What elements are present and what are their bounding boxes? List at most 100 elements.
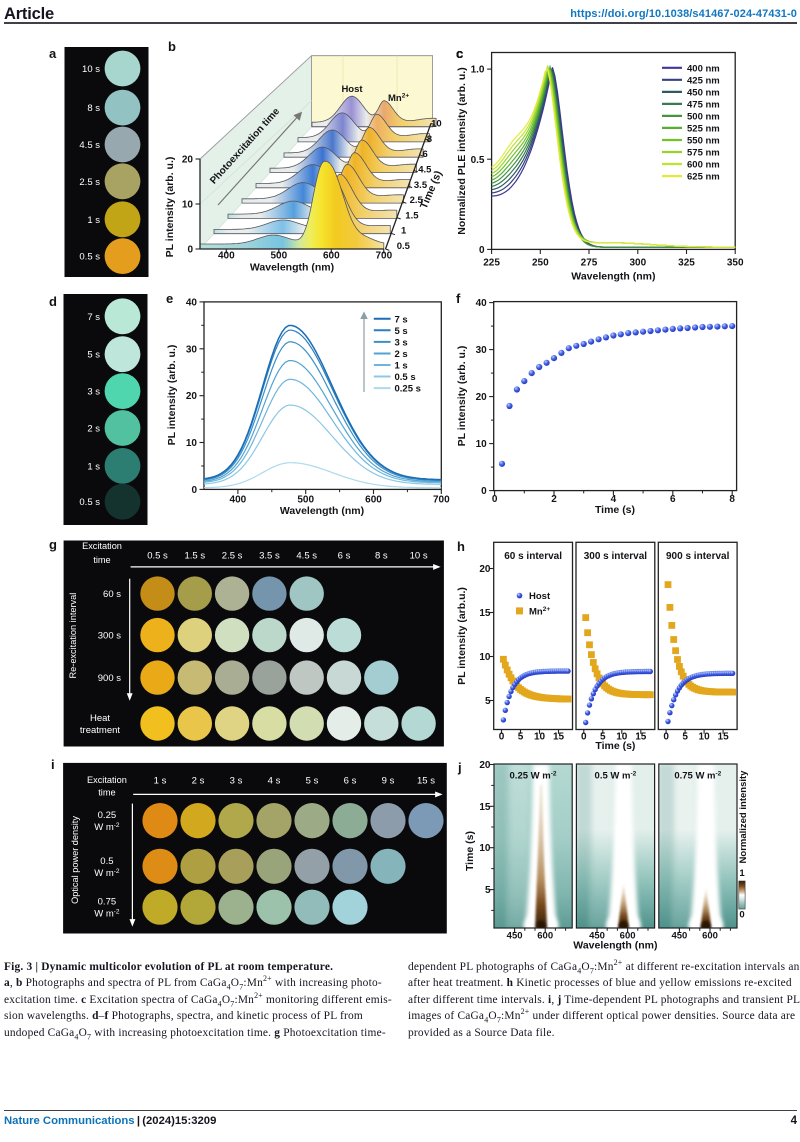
svg-text:20: 20 (182, 155, 194, 166)
svg-text:e: e (166, 291, 173, 306)
svg-text:c: c (456, 46, 463, 61)
svg-text:9 s: 9 s (382, 776, 395, 787)
svg-text:600: 600 (620, 931, 636, 942)
svg-text:0.5 s: 0.5 s (79, 252, 100, 263)
svg-text:0.5 W m-2: 0.5 W m-2 (595, 771, 637, 782)
svg-text:c: c (456, 46, 463, 61)
svg-text:0.5 s: 0.5 s (79, 497, 100, 508)
svg-text:Re-excitation interval: Re-excitation interval (68, 593, 78, 679)
svg-text:10: 10 (699, 732, 711, 743)
svg-text:d: d (49, 294, 57, 309)
svg-text:15 s: 15 s (417, 776, 435, 787)
svg-text:10: 10 (431, 119, 442, 130)
svg-text:20: 20 (186, 391, 198, 402)
svg-text:400 nm: 400 nm (687, 63, 720, 74)
svg-text:15: 15 (635, 732, 647, 743)
svg-text:i: i (51, 757, 55, 772)
svg-text:0.75 W m-2: 0.75 W m-2 (674, 771, 721, 782)
svg-text:j: j (457, 760, 462, 775)
svg-text:10: 10 (182, 200, 194, 211)
svg-text:6 s: 6 s (344, 776, 357, 787)
svg-text:15: 15 (553, 732, 565, 743)
svg-text:Wavelength (nm): Wavelength (nm) (571, 271, 655, 283)
svg-text:450: 450 (507, 931, 523, 942)
svg-text:40: 40 (476, 298, 488, 309)
svg-text:Mn2+: Mn2+ (388, 93, 409, 105)
svg-text:Time (s): Time (s) (464, 831, 476, 871)
svg-text:5: 5 (518, 732, 524, 743)
svg-text:625 nm: 625 nm (687, 172, 720, 183)
svg-text:450: 450 (671, 931, 687, 942)
svg-text:Host: Host (341, 84, 363, 95)
svg-text:10: 10 (186, 438, 198, 449)
svg-text:1 s: 1 s (87, 215, 100, 226)
svg-text:6: 6 (670, 494, 676, 505)
svg-text:Time (s): Time (s) (595, 504, 635, 516)
svg-text:4.5 s: 4.5 s (79, 140, 100, 151)
svg-text:4.5: 4.5 (418, 165, 432, 176)
svg-text:475 nm: 475 nm (687, 99, 720, 110)
svg-text:10: 10 (616, 732, 628, 743)
svg-text:500: 500 (270, 251, 287, 262)
svg-text:30: 30 (476, 345, 488, 356)
svg-text:2: 2 (551, 494, 557, 505)
svg-text:10: 10 (479, 843, 491, 854)
svg-text:450 nm: 450 nm (687, 87, 720, 98)
svg-text:575 nm: 575 nm (687, 148, 720, 159)
svg-text:Excitation: Excitation (82, 541, 122, 551)
svg-text:225: 225 (483, 258, 500, 269)
svg-text:W m-2: W m-2 (94, 822, 120, 833)
svg-text:4: 4 (611, 494, 617, 505)
svg-text:6 s: 6 s (338, 551, 351, 562)
svg-text:60 s: 60 s (103, 589, 121, 600)
svg-text:3 s: 3 s (87, 387, 100, 398)
svg-text:2 s: 2 s (87, 424, 100, 435)
svg-text:c: c (456, 46, 463, 61)
svg-text:2.5 s: 2.5 s (222, 551, 243, 562)
svg-text:1.0: 1.0 (471, 65, 485, 76)
svg-text:Wavelength (nm): Wavelength (nm) (280, 505, 364, 517)
svg-text:time: time (98, 788, 115, 798)
svg-text:1: 1 (401, 226, 407, 237)
svg-text:0.5 s: 0.5 s (395, 372, 416, 383)
svg-text:500: 500 (297, 495, 314, 506)
svg-text:700: 700 (433, 495, 450, 506)
svg-text:300: 300 (629, 258, 646, 269)
svg-text:20: 20 (479, 760, 491, 771)
svg-text:5: 5 (600, 732, 606, 743)
svg-text:15: 15 (718, 732, 730, 743)
svg-text:500 nm: 500 nm (687, 111, 720, 122)
svg-text:3 s: 3 s (230, 776, 243, 787)
svg-text:600: 600 (702, 931, 718, 942)
svg-text:0.25 W m-2: 0.25 W m-2 (510, 771, 557, 782)
svg-text:2 s: 2 s (192, 776, 205, 787)
svg-text:4 s: 4 s (268, 776, 281, 787)
svg-text:5 s: 5 s (87, 350, 100, 361)
svg-text:5 s: 5 s (306, 776, 319, 787)
svg-text:350: 350 (727, 258, 744, 269)
svg-text:0: 0 (739, 910, 744, 921)
svg-text:b: b (168, 39, 176, 54)
svg-text:0.5 s: 0.5 s (147, 551, 168, 562)
svg-text:c: c (456, 46, 463, 61)
svg-text:0.75: 0.75 (98, 897, 117, 908)
svg-text:600: 600 (365, 495, 382, 506)
svg-text:7 s: 7 s (87, 312, 100, 323)
svg-text:40: 40 (186, 297, 198, 308)
svg-text:Optical power density: Optical power density (70, 816, 80, 904)
svg-text:0: 0 (479, 245, 485, 256)
svg-text:c: c (456, 46, 463, 61)
svg-text:700: 700 (375, 251, 392, 262)
svg-text:Time (s): Time (s) (595, 740, 635, 752)
svg-text:600: 600 (323, 251, 340, 262)
svg-text:15: 15 (479, 608, 491, 619)
svg-text:2 s: 2 s (395, 349, 408, 360)
svg-text:0.25: 0.25 (98, 810, 117, 821)
svg-text:0: 0 (581, 732, 587, 743)
svg-text:3 s: 3 s (395, 337, 408, 348)
svg-text:PL intensity (arb.u.): PL intensity (arb.u.) (456, 587, 468, 685)
svg-text:900 s: 900 s (98, 673, 121, 684)
svg-text:W m-2: W m-2 (94, 868, 120, 879)
svg-text:425 nm: 425 nm (687, 75, 720, 86)
svg-text:15: 15 (479, 802, 491, 813)
